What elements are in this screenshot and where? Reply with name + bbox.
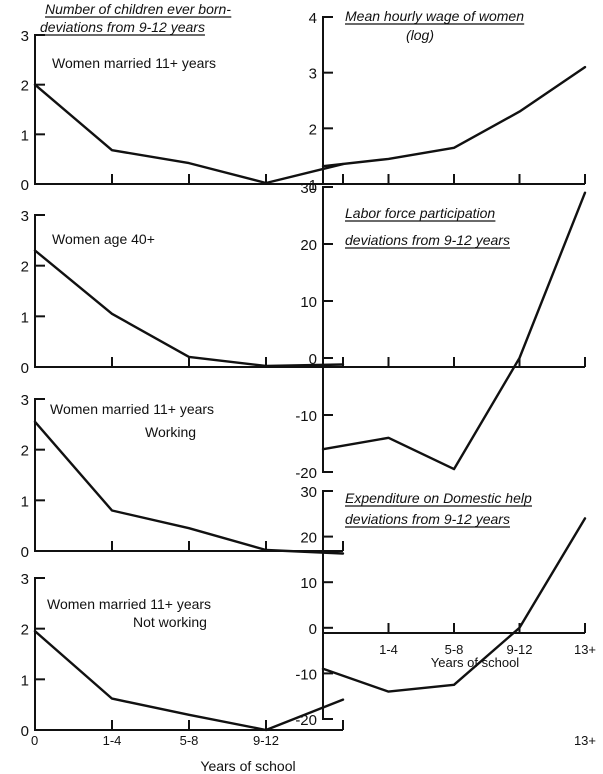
series-line-p5 bbox=[321, 65, 587, 168]
y-tick-label-p3: 1 bbox=[21, 493, 29, 510]
panel-annotation2-p3: Working bbox=[145, 424, 196, 440]
y-tick-label-p7: -20 bbox=[295, 712, 317, 729]
y-tick-label-p5: 4 bbox=[309, 10, 317, 27]
y-tick-label-p6: 0 bbox=[309, 351, 317, 368]
x-tick-label-p7: 1-4 bbox=[379, 642, 398, 657]
y-tick-label-p7: 10 bbox=[300, 575, 317, 592]
x-tick-label-p7: 5-8 bbox=[445, 642, 464, 657]
panel-annotation-p2: Women age 40+ bbox=[52, 231, 155, 247]
y-tick-label-p2: 1 bbox=[21, 309, 29, 326]
x-axis-label-p4: Years of school bbox=[200, 758, 295, 774]
x-tick-label-p7: 9-12 bbox=[506, 642, 532, 657]
x-tick-label-p4: 1-4 bbox=[103, 733, 122, 748]
y-tick-label-p1: 2 bbox=[21, 78, 29, 95]
y-tick-label-p1: 1 bbox=[21, 127, 29, 144]
y-tick-label-p6: -20 bbox=[295, 465, 317, 482]
y-tick-label-p5: 3 bbox=[309, 66, 317, 83]
y-tick-label-p5: 2 bbox=[309, 121, 317, 138]
y-tick-label-p4: 0 bbox=[21, 723, 29, 740]
y-tick-label-p6: 10 bbox=[300, 294, 317, 311]
chart-title-p5: Mean hourly wage of women bbox=[345, 8, 524, 24]
y-tick-label-p5: 1 bbox=[309, 177, 317, 194]
y-tick-label-p3: 2 bbox=[21, 443, 29, 460]
panel-annotation2-p4: Not working bbox=[133, 614, 207, 630]
y-tick-label-p7: -10 bbox=[295, 666, 317, 683]
y-tick-label-p4: 1 bbox=[21, 672, 29, 689]
y-tick-label-p7: 20 bbox=[300, 530, 317, 547]
chart-title-p7: Expenditure on Domestic help bbox=[345, 490, 532, 506]
chart-subtitle-p6: deviations from 9-12 years bbox=[345, 232, 510, 248]
y-tick-label-p2: 0 bbox=[21, 360, 29, 377]
y-tick-label-p6: 20 bbox=[300, 237, 317, 254]
panel-annotation-p1: Women married 11+ years bbox=[52, 55, 216, 71]
chart-title-p1: Number of children ever born- bbox=[45, 1, 231, 17]
y-tick-label-p1: 0 bbox=[21, 177, 29, 194]
y-tick-label-p2: 2 bbox=[21, 259, 29, 276]
chart-subtitle-p5: (log) bbox=[406, 27, 434, 43]
y-tick-label-p1: 3 bbox=[21, 28, 29, 45]
series-line-p3 bbox=[33, 420, 345, 555]
chart-title-p6: Labor force participation bbox=[345, 205, 495, 221]
y-tick-label-p4: 2 bbox=[21, 622, 29, 639]
x-tick-label-p4: 0 bbox=[31, 733, 38, 748]
y-tick-label-p3: 3 bbox=[21, 392, 29, 409]
series-line-p4 bbox=[33, 630, 345, 732]
panel-annotation-p4: Women married 11+ years bbox=[47, 596, 211, 612]
y-tick-label-p7: 0 bbox=[309, 621, 317, 638]
series-line-p6 bbox=[321, 191, 587, 471]
x-tick-label-p4: 9-12 bbox=[253, 733, 279, 748]
y-tick-label-p3: 0 bbox=[21, 544, 29, 561]
series-line-p7 bbox=[321, 517, 587, 693]
series-line-p2 bbox=[33, 249, 345, 368]
x-axis-label-p7: Years of school bbox=[431, 655, 520, 670]
y-tick-label-p4: 3 bbox=[21, 571, 29, 588]
panel-annotation-p3: Women married 11+ years bbox=[50, 401, 214, 417]
x-tick-label-p4: 13+ bbox=[574, 733, 596, 748]
series-line-p1 bbox=[33, 83, 345, 185]
y-tick-label-p6: 30 bbox=[300, 180, 317, 197]
x-tick-label-p7: 13+ bbox=[574, 642, 596, 657]
y-tick-label-p7: 30 bbox=[300, 484, 317, 501]
y-tick-label-p6: -10 bbox=[295, 408, 317, 425]
chart-subtitle-p7: deviations from 9-12 years bbox=[345, 511, 510, 527]
y-tick-label-p2: 3 bbox=[21, 208, 29, 225]
x-tick-label-p4: 5-8 bbox=[180, 733, 199, 748]
chart-subtitle-p1: deviations from 9-12 years bbox=[40, 19, 205, 35]
